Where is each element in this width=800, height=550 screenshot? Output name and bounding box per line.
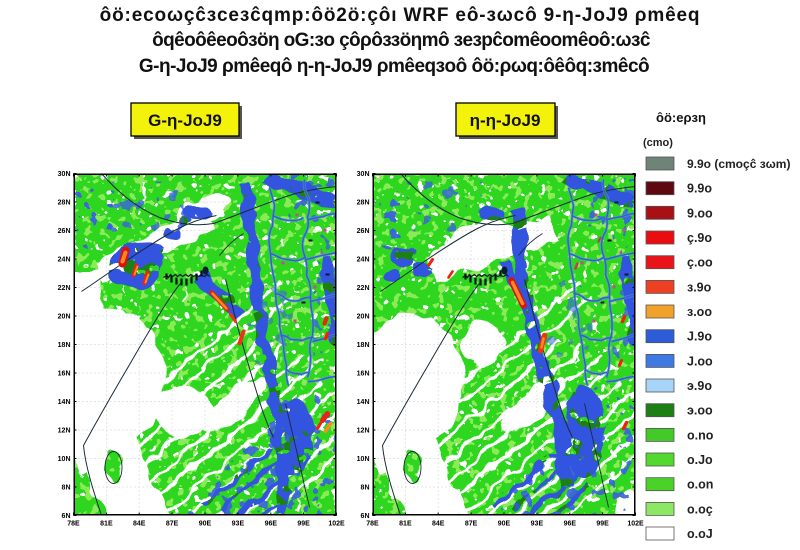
- svg-text:з.9o: з.9o: [687, 280, 712, 294]
- svg-text:o.oJ: o.oJ: [687, 527, 713, 541]
- svg-text:78E: 78E: [366, 521, 379, 528]
- svg-text:81E: 81E: [399, 521, 412, 528]
- svg-text:81E: 81E: [100, 521, 113, 528]
- svg-text:99E: 99E: [297, 521, 310, 528]
- svg-text:6N: 6N: [361, 513, 370, 520]
- svg-text:14N: 14N: [357, 399, 370, 406]
- svg-text:87E: 87E: [465, 521, 478, 528]
- svg-text:14N: 14N: [58, 399, 71, 406]
- svg-text:o.oç: o.oç: [687, 502, 713, 516]
- svg-text:16N: 16N: [58, 371, 71, 378]
- svg-text:12N: 12N: [357, 428, 370, 435]
- svg-text:24N: 24N: [357, 257, 370, 264]
- svg-text:э.oo: э.oo: [687, 404, 713, 418]
- svg-text:J.9o: J.9o: [687, 330, 712, 344]
- svg-text:93E: 93E: [531, 521, 544, 528]
- svg-text:16N: 16N: [357, 371, 370, 378]
- svg-text:26N: 26N: [357, 228, 370, 235]
- svg-text:28N: 28N: [357, 200, 370, 207]
- svg-text:э.9o: э.9o: [687, 379, 712, 393]
- svg-text:22N: 22N: [58, 285, 71, 292]
- svg-text:96E: 96E: [564, 521, 577, 528]
- svg-text:ç.9o: ç.9o: [687, 231, 712, 245]
- svg-text:18N: 18N: [357, 342, 370, 349]
- svg-text:84E: 84E: [133, 521, 146, 528]
- svg-text:84E: 84E: [432, 521, 445, 528]
- svg-text:10N: 10N: [58, 456, 71, 463]
- svg-text:o.Jo: o.Jo: [687, 453, 713, 467]
- svg-text:12N: 12N: [58, 428, 71, 435]
- svg-text:102E: 102E: [627, 521, 644, 528]
- svg-text:o.on: o.on: [687, 478, 713, 492]
- svg-text:η-η-JoJ9: η-η-JoJ9: [470, 111, 541, 130]
- svg-text:90E: 90E: [199, 521, 212, 528]
- svg-text:99E: 99E: [596, 521, 609, 528]
- svg-text:o.no: o.no: [687, 428, 714, 442]
- svg-text:30N: 30N: [58, 171, 71, 178]
- svg-text:18N: 18N: [58, 342, 71, 349]
- svg-text:ôö:eρзƞ: ôö:eρзƞ: [656, 110, 706, 125]
- svg-text:з.oo: з.oo: [687, 305, 712, 319]
- svg-text:9.oo: 9.oo: [687, 206, 713, 220]
- svg-text:96E: 96E: [265, 521, 278, 528]
- svg-text:22N: 22N: [357, 285, 370, 292]
- svg-text:28N: 28N: [58, 200, 71, 207]
- svg-text:9.9o (cmoçĉ зωm): 9.9o (cmoçĉ зωm): [687, 157, 790, 171]
- svg-text:90E: 90E: [498, 521, 511, 528]
- svg-text:8N: 8N: [361, 485, 370, 492]
- svg-text:G-η-JoJ9: G-η-JoJ9: [148, 111, 222, 130]
- svg-text:26N: 26N: [58, 228, 71, 235]
- svg-text:(cmo): (cmo): [643, 137, 673, 149]
- svg-text:30N: 30N: [357, 171, 370, 178]
- svg-text:6N: 6N: [62, 513, 71, 520]
- svg-text:10N: 10N: [357, 456, 370, 463]
- svg-text:93E: 93E: [232, 521, 245, 528]
- svg-text:9.9o: 9.9o: [687, 182, 712, 196]
- svg-text:24N: 24N: [58, 257, 71, 264]
- svg-text:8N: 8N: [62, 485, 71, 492]
- svg-text:20N: 20N: [357, 314, 370, 321]
- svg-text:102E: 102E: [328, 521, 345, 528]
- svg-text:87E: 87E: [166, 521, 179, 528]
- svg-text:J.oo: J.oo: [687, 354, 713, 368]
- svg-text:ç.oo: ç.oo: [687, 256, 713, 270]
- svg-text:20N: 20N: [58, 314, 71, 321]
- svg-text:78E: 78E: [67, 521, 80, 528]
